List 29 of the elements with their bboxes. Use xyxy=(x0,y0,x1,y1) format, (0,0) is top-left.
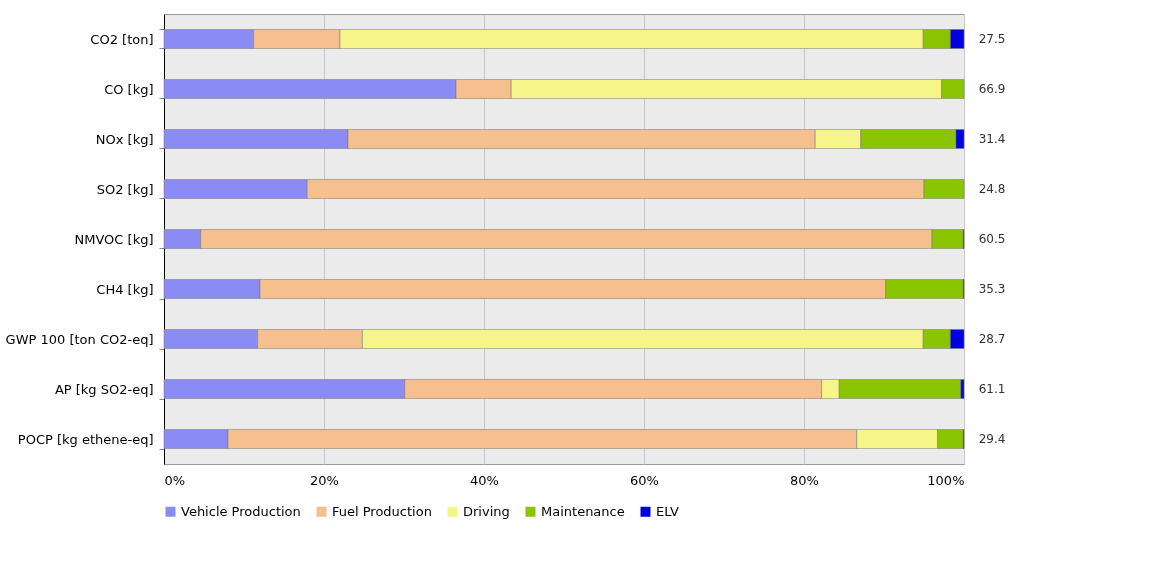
text: 66.9 xyxy=(978,82,1006,96)
x-tick-label: 40% xyxy=(470,472,499,488)
y-tick-label: SO2 [kg] xyxy=(96,181,154,197)
text: 29.4 xyxy=(978,432,1006,446)
text: 35.3 xyxy=(978,282,1006,296)
text: 24.8 xyxy=(978,182,1006,196)
x-tick-label: 60% xyxy=(630,472,659,488)
legend-label: Maintenance xyxy=(541,503,625,519)
y-tick-label: POCP [kg ethene-eq] xyxy=(17,431,154,447)
y-tick-label: NOx [kg] xyxy=(95,131,154,147)
y-tick-label: GWP 100 [ton CO2-eq] xyxy=(5,331,154,347)
y-tick-label: CO2 [ton] xyxy=(90,31,154,47)
text: 28.7 xyxy=(978,332,1006,346)
text: 27.5 xyxy=(978,32,1006,46)
legend-label: ELV xyxy=(656,503,680,519)
text: 31.4 xyxy=(978,132,1006,146)
text: 60.5 xyxy=(978,232,1006,246)
legend-label: Fuel Production xyxy=(332,503,432,519)
x-tick-label: 20% xyxy=(310,472,339,488)
text: 61.1 xyxy=(978,382,1006,396)
x-tick-label: 80% xyxy=(790,472,819,488)
legend-label: Vehicle Production xyxy=(181,503,301,519)
x-tick-label: 0% xyxy=(164,472,186,488)
legend-label: Driving xyxy=(463,503,510,519)
x-tick-label: 100% xyxy=(927,472,965,488)
y-tick-label: CH4 [kg] xyxy=(96,281,154,297)
y-tick-label: CO [kg] xyxy=(104,81,154,97)
y-tick-label: NMVOC [kg] xyxy=(74,231,154,247)
y-tick-label: AP [kg SO2-eq] xyxy=(54,381,154,397)
